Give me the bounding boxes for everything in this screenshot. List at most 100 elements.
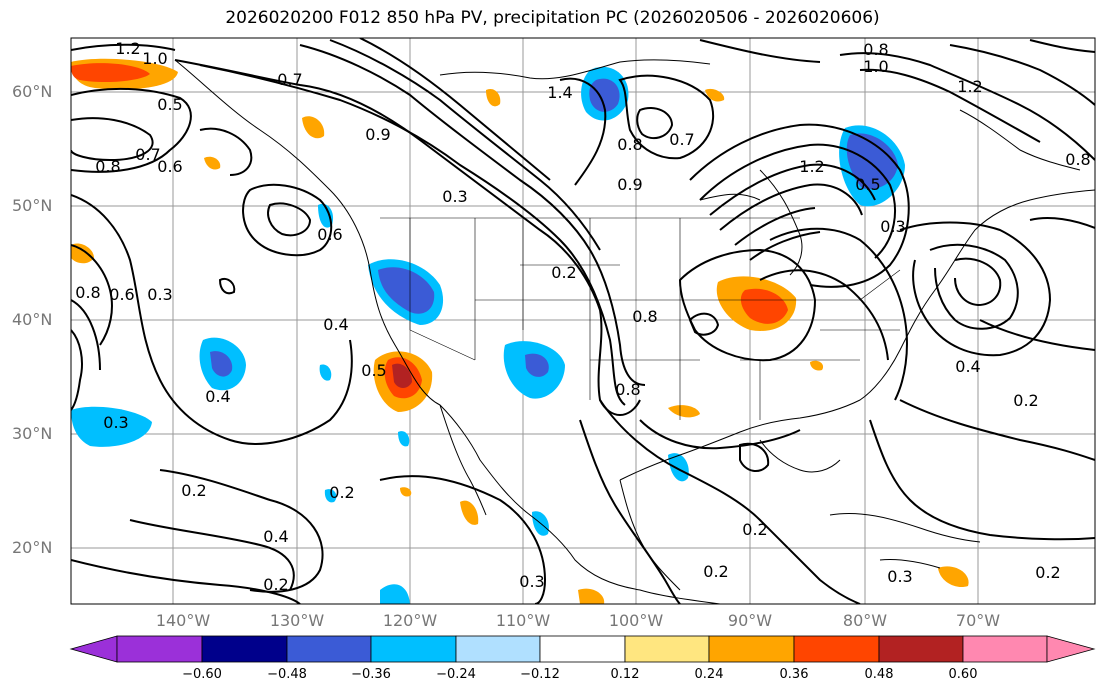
colorbar-tick-label: −0.24: [436, 667, 476, 682]
contour-label: 0.2: [329, 483, 354, 502]
contour-label: 0.2: [551, 263, 576, 282]
shading-negative: [318, 203, 334, 228]
colorbar-tick-label: −0.60: [182, 667, 222, 682]
contour-label: 0.5: [855, 175, 880, 194]
contour-label: 0.8: [615, 380, 640, 399]
colorbar-swatch: [962, 635, 1048, 663]
shading-negative: [378, 267, 435, 314]
contour-label: 0.6: [109, 285, 134, 304]
lat-label: 60°N: [12, 82, 53, 101]
shading-positive: [740, 288, 788, 324]
shading-negative: [525, 353, 549, 377]
shading-positive: [705, 88, 725, 102]
contour-label: 0.4: [263, 527, 288, 546]
shading-negative: [319, 364, 332, 381]
lat-label: 40°N: [12, 310, 53, 329]
colorbar-tick-label: −0.12: [520, 667, 560, 682]
colorbar: [69, 635, 1096, 663]
contour-label: 1.4: [547, 83, 572, 102]
shading-negative: [71, 406, 152, 447]
contour-label: 0.5: [361, 361, 386, 380]
colorbar-extend-low: [69, 635, 118, 663]
shading-positive: [392, 363, 412, 388]
contour-label: 0.9: [617, 175, 642, 194]
contour-label: 0.3: [103, 413, 128, 432]
shading-negative: [668, 453, 689, 482]
colorbar-extend-high: [1046, 635, 1096, 663]
contour-label: 0.9: [365, 125, 390, 144]
shading-positive: [938, 566, 969, 588]
pv-contours: [71, 38, 1095, 604]
lat-label: 50°N: [12, 196, 53, 215]
shading-positive: [810, 360, 824, 371]
colorbar-swatch: [878, 635, 964, 663]
map-frame-background: [71, 38, 1095, 604]
shading-positive: [302, 116, 325, 139]
colorbar-swatch: [201, 635, 288, 663]
shading-negative: [398, 431, 410, 447]
contour-label: 0.2: [1035, 563, 1060, 582]
contour-label: 0.7: [277, 70, 302, 89]
state-borders: [380, 217, 901, 420]
map-frame-border: [70, 37, 1096, 605]
contour-label: 0.2: [263, 575, 288, 594]
contour-label: 0.6: [157, 157, 182, 176]
colorbar-swatch: [708, 635, 795, 663]
shading-positive: [578, 588, 605, 604]
contour-label: 0.3: [442, 187, 467, 206]
shading-positive: [71, 63, 150, 82]
colorbar-tick-label: 0.24: [694, 667, 724, 682]
lon-label: 70°W: [955, 611, 1001, 630]
lon-label: 130°W: [269, 611, 325, 630]
contour-label: 1.2: [957, 77, 982, 96]
contour-label: 0.6: [317, 225, 342, 244]
colorbar-tick-label: 0.12: [610, 667, 640, 682]
shading-positive: [400, 487, 412, 497]
colorbar-swatch: [370, 635, 457, 663]
shading-negative: [846, 133, 898, 190]
contour-label: 0.8: [95, 157, 120, 176]
precipitation-anomaly-shading: [71, 58, 969, 604]
lon-label: 110°W: [495, 611, 551, 630]
contour-label: 0.5: [157, 95, 182, 114]
contour-label: 0.8: [863, 40, 888, 59]
shading-negative: [380, 584, 410, 604]
contour-label: 0.3: [887, 567, 912, 586]
contour-label: 0.7: [669, 130, 694, 149]
colorbar-swatch: [624, 635, 710, 663]
colorbar-swatch: [793, 635, 880, 663]
colorbar-tick-label: 0.60: [948, 667, 978, 682]
contour-label: 0.8: [1065, 150, 1090, 169]
contour-label: 0.4: [205, 387, 230, 406]
contour-label: 0.3: [147, 285, 172, 304]
contour-label: 1.0: [863, 57, 888, 76]
lon-label: 120°W: [382, 611, 438, 630]
shading-positive: [460, 500, 479, 525]
contour-label: 0.2: [181, 481, 206, 500]
contour-label: 0.2: [742, 520, 767, 539]
colorbar-swatch: [455, 635, 541, 663]
colorbar-tick-label: 0.36: [779, 667, 809, 682]
contour-label: 1.0: [142, 49, 167, 68]
shading-negative: [589, 78, 620, 112]
colorbar-tick-label: −0.36: [351, 667, 391, 682]
contour-label: 0.4: [323, 315, 348, 334]
lat-label: 20°N: [12, 538, 53, 557]
shading-positive: [204, 156, 221, 170]
shading-negative: [210, 351, 233, 377]
colorbar-swatch: [539, 635, 626, 663]
contour-label: 1.2: [115, 39, 140, 58]
contour-label: 0.8: [75, 283, 100, 302]
shading-positive: [71, 243, 94, 264]
shading-positive: [486, 88, 501, 107]
lon-label: 100°W: [608, 611, 664, 630]
lon-label: 90°W: [727, 611, 773, 630]
contour-label: 0.2: [703, 562, 728, 581]
contour-label: 0.8: [617, 135, 642, 154]
contour-label: 0.3: [519, 572, 544, 591]
shading-negative: [324, 489, 337, 503]
coastlines: [174, 59, 1095, 604]
shading-positive: [668, 405, 700, 418]
colorbar-swatch: [116, 635, 203, 663]
